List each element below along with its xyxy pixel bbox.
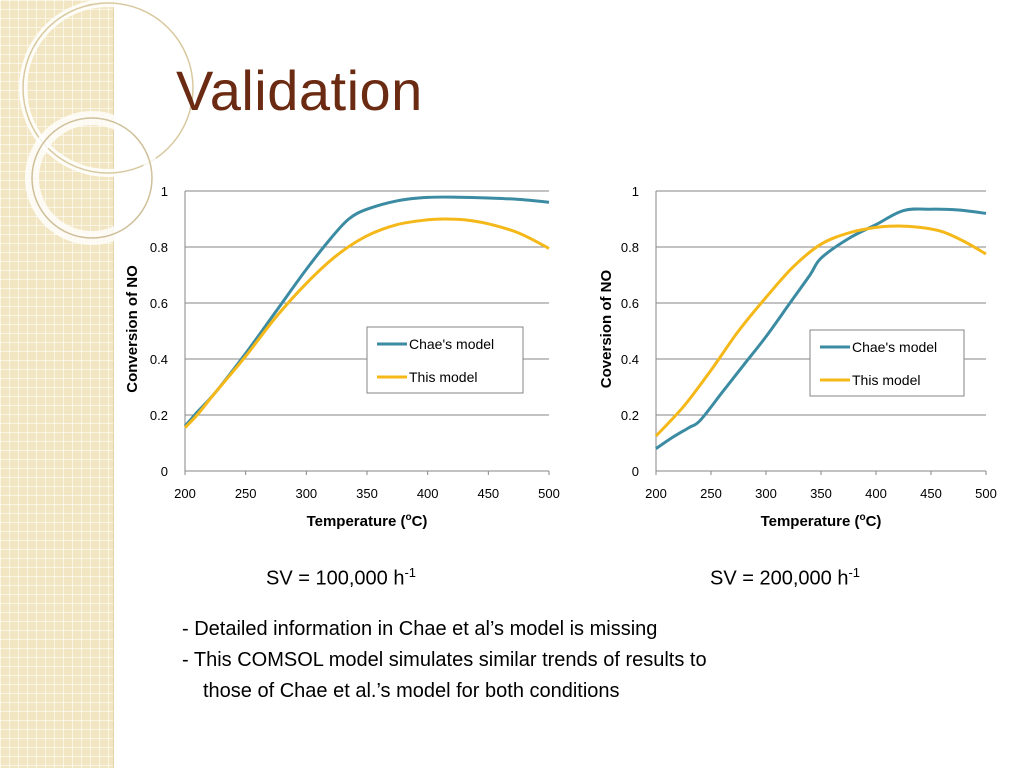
x-tick-label: 400 [865, 486, 887, 501]
note-line-2: - This COMSOL model simulates similar tr… [182, 649, 707, 671]
legend: Chae's model This model [809, 329, 965, 397]
y-axis-title: Coversion of NO [598, 270, 615, 389]
x-tick-label: 250 [235, 486, 257, 501]
notes: - Detailed information in Chae et al’s m… [182, 614, 707, 707]
x-tick-label: 250 [700, 486, 722, 501]
legend-box [366, 326, 524, 394]
note-line-3: those of Chae et al.’s model for both co… [203, 680, 620, 702]
x-tick-label: 450 [920, 486, 942, 501]
caption-sv-200000: SV = 200,000 h-1 [710, 565, 860, 591]
y-tick-label: 0.8 [150, 240, 168, 255]
x-tick-label: 450 [477, 486, 499, 501]
x-tick-label: 350 [810, 486, 832, 501]
y-tick-label: 0.4 [150, 352, 168, 367]
y-tick-label: 0.6 [150, 296, 168, 311]
caption-text: SV = 200,000 h [710, 567, 849, 590]
x-axis-title: Temperature (oC) [761, 512, 882, 530]
x-tick-label: 500 [538, 486, 560, 501]
y-tick-label: 1 [161, 184, 168, 199]
x-tick-label: 200 [174, 486, 196, 501]
y-tick-label: 0 [161, 464, 168, 479]
x-tick-label: 300 [755, 486, 777, 501]
y-tick-label: 0.6 [621, 296, 639, 311]
x-tick-label: 300 [295, 486, 317, 501]
x-tick-label: 500 [975, 486, 997, 501]
caption-text: SV = 100,000 h [266, 567, 405, 590]
series-line-this [654, 224, 987, 438]
x-tick-label: 400 [417, 486, 439, 501]
x-tick-label: 350 [356, 486, 378, 501]
y-tick-label: 0.2 [621, 408, 639, 423]
y-tick-label: 1 [632, 184, 639, 199]
note-line-1: - Detailed information in Chae et al’s m… [182, 618, 658, 640]
chart-1: 0 0.2 0.4 0.6 0.8 1 200 250 300 350 400 450 500 Tempe… [124, 184, 560, 530]
x-axis-title: Temperature (oC) [307, 512, 428, 530]
caption-sup: -1 [404, 565, 417, 580]
caption-sup: -1 [848, 565, 861, 580]
y-tick-label: 0 [632, 464, 639, 479]
legend-label: This model [852, 372, 920, 388]
caption-sv-100000: SV = 100,000 h-1 [266, 565, 416, 591]
y-axis-title: Conversion of NO [124, 265, 141, 393]
y-tick-label: 0.8 [621, 240, 639, 255]
chart-2: 0 0.2 0.4 0.6 0.8 1 200 250 300 350 400 450 500 Tempe… [598, 184, 997, 530]
legend-box [809, 329, 965, 397]
y-tick-label: 0.4 [621, 352, 639, 367]
slide-title: Validation [176, 59, 423, 122]
legend: Chae's model This model [366, 326, 524, 394]
y-tick-label: 0.2 [150, 408, 168, 423]
legend-label: Chae's model [852, 339, 937, 355]
x-tick-label: 200 [645, 486, 667, 501]
series-line-this [183, 217, 550, 429]
legend-label: Chae's model [409, 336, 494, 352]
legend-label: This model [409, 369, 477, 385]
series-line-chae [655, 207, 987, 450]
